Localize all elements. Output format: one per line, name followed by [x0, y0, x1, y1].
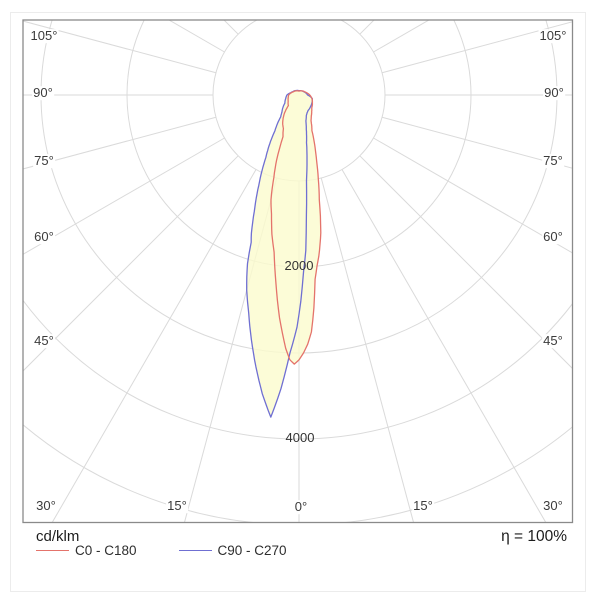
angle-tick-label-105°: 105° — [29, 28, 59, 44]
angle-tick-label-60°: 60° — [33, 229, 55, 245]
c90-c270-line-swatch — [178, 550, 212, 551]
angle-tick-label-15°: 15° — [166, 498, 188, 514]
angle-tick-label-75°: 75° — [33, 153, 55, 169]
angle-tick-label-105°: 105° — [538, 28, 568, 44]
angle-tick-label-0°: 0° — [293, 499, 309, 515]
angle-tick-label-90°: 90° — [543, 85, 565, 101]
legend: C0 - C180 C90 - C270 — [36, 543, 329, 558]
angle-tick-label-60°: 60° — [542, 229, 564, 245]
legend-label-c0-c180: C0 - C180 — [75, 543, 137, 558]
efficiency-label: η = 100% — [501, 528, 567, 545]
legend-item-c0-c180: C0 - C180 — [36, 543, 179, 558]
angle-tick-label-45°: 45° — [542, 333, 564, 349]
angle-tick-label-15°: 15° — [412, 498, 434, 514]
angle-tick-label-30°: 30° — [35, 498, 57, 514]
radial-tick-label-2000: 2000 — [284, 258, 314, 274]
angle-tick-label-75°: 75° — [542, 153, 564, 169]
legend-label-c90-c270: C90 - C270 — [217, 543, 287, 558]
angle-tick-label-45°: 45° — [33, 333, 55, 349]
angle-tick-label-30°: 30° — [542, 498, 564, 514]
unit-label: cd/klm — [36, 528, 80, 545]
c0-c180-line-swatch — [36, 550, 69, 551]
angle-tick-label-90°: 90° — [32, 85, 54, 101]
radial-tick-label-4000: 4000 — [285, 430, 315, 446]
legend-item-c90-c270: C90 - C270 — [178, 543, 329, 558]
